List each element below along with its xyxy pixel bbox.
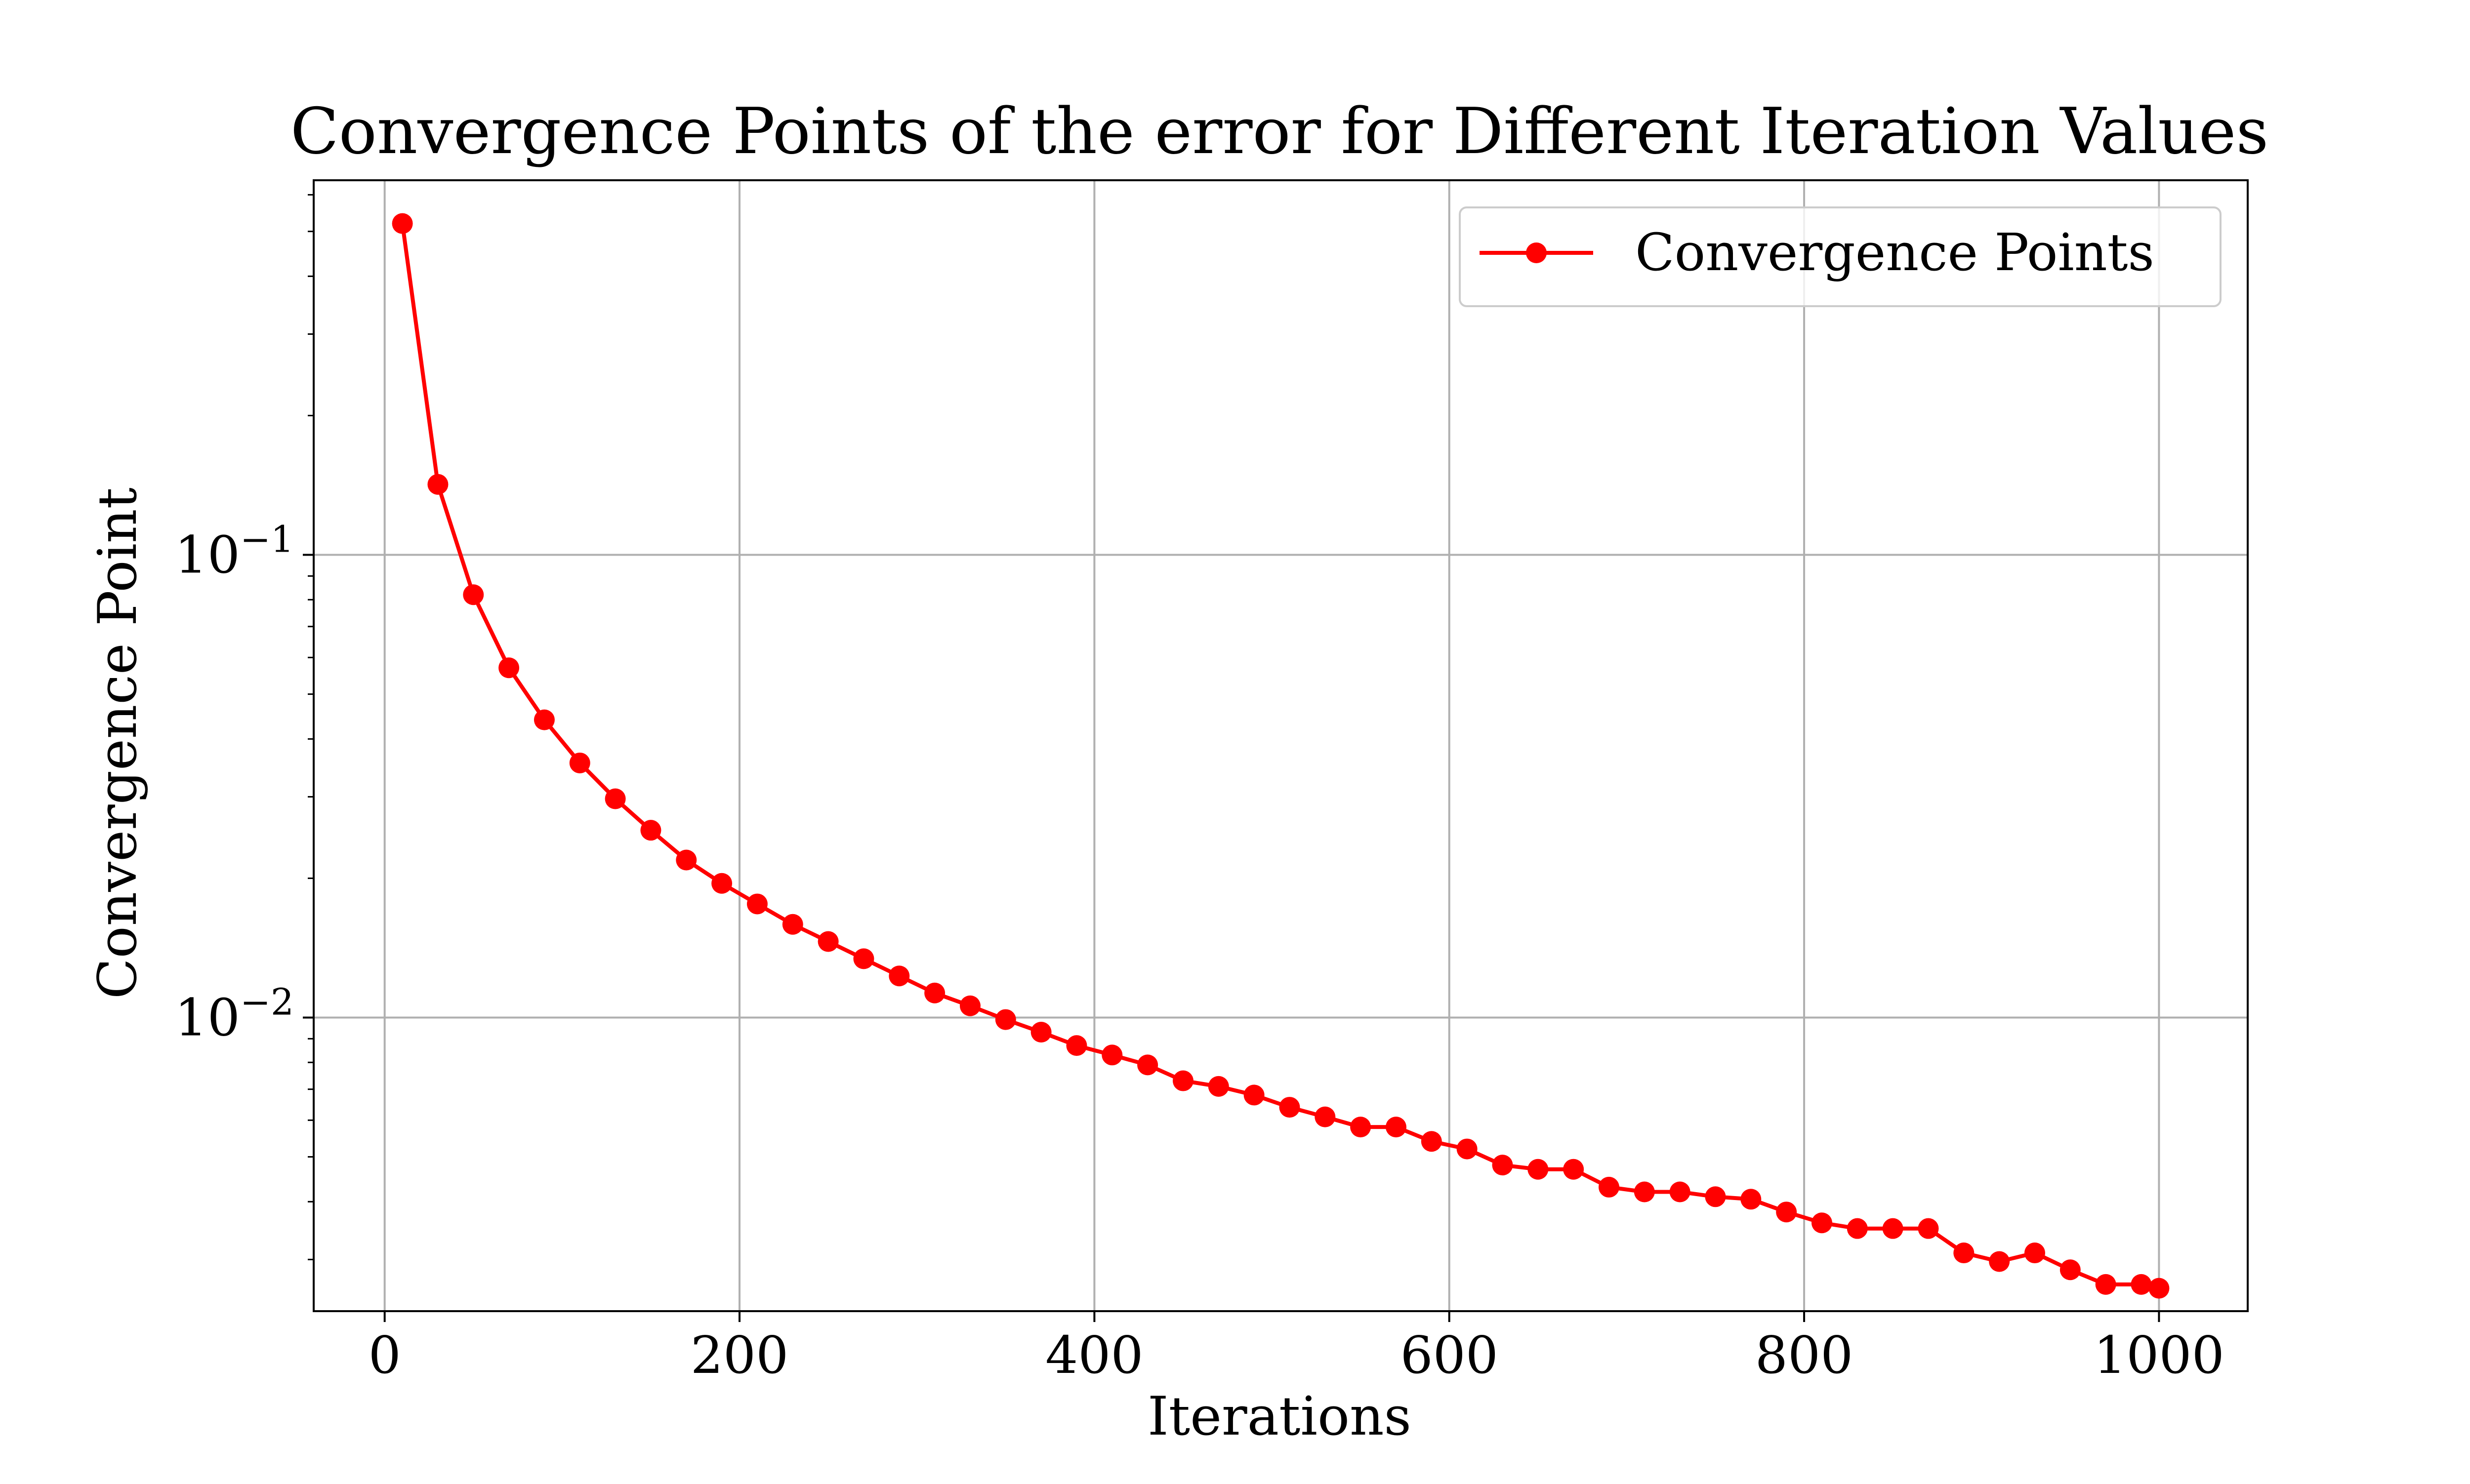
data-point bbox=[534, 709, 555, 730]
data-point bbox=[1776, 1202, 1797, 1223]
y-axis-label: Convergence Point bbox=[87, 487, 149, 999]
plot-area-frame bbox=[313, 179, 2249, 1312]
data-point bbox=[1315, 1106, 1336, 1127]
y-axis-ticks: 10−1 10−2 bbox=[175, 194, 314, 1260]
data-point bbox=[605, 788, 626, 809]
x-tick-label: 200 bbox=[691, 1325, 789, 1385]
data-point bbox=[1705, 1186, 1726, 1207]
x-tick-label: 600 bbox=[1400, 1325, 1498, 1385]
series-convergence-points bbox=[392, 213, 2170, 1299]
data-point bbox=[1421, 1131, 1442, 1152]
data-point bbox=[1279, 1097, 1300, 1118]
x-tick-label: 1000 bbox=[2094, 1325, 2224, 1385]
data-point bbox=[1989, 1251, 2010, 1272]
data-point bbox=[1882, 1218, 1903, 1239]
data-point bbox=[2024, 1243, 2045, 1264]
data-point bbox=[1350, 1117, 1371, 1138]
data-point bbox=[676, 849, 697, 871]
data-point bbox=[1030, 1022, 1052, 1043]
data-point bbox=[2095, 1274, 2116, 1295]
data-point bbox=[1208, 1076, 1229, 1097]
data-point bbox=[569, 752, 590, 773]
data-point bbox=[1243, 1084, 1265, 1106]
x-tick-label: 0 bbox=[369, 1325, 401, 1385]
legend-label-convergence-points: Convergence Points bbox=[1635, 222, 2154, 282]
grid-lines bbox=[314, 180, 2248, 1311]
data-point bbox=[782, 914, 803, 935]
data-point bbox=[498, 657, 520, 679]
y-tick-label: 10−1 bbox=[175, 519, 294, 585]
data-point bbox=[711, 873, 733, 894]
data-point bbox=[853, 948, 874, 969]
x-axis-label: Iterations bbox=[1148, 1386, 1411, 1447]
data-point bbox=[1172, 1070, 1194, 1091]
data-point bbox=[1385, 1117, 1406, 1138]
data-point bbox=[463, 584, 484, 605]
series-line bbox=[400, 223, 2160, 1290]
data-point bbox=[924, 982, 946, 1003]
data-point bbox=[818, 931, 839, 952]
data-point bbox=[1634, 1181, 1655, 1203]
data-point bbox=[746, 893, 768, 915]
data-point bbox=[995, 1009, 1016, 1030]
data-point bbox=[392, 213, 413, 234]
data-point bbox=[427, 474, 449, 495]
data-point bbox=[1137, 1054, 1158, 1076]
data-point bbox=[1563, 1159, 1584, 1180]
legend-box bbox=[1459, 206, 2222, 307]
data-point bbox=[2131, 1274, 2152, 1295]
data-point bbox=[1669, 1181, 1690, 1203]
data-point bbox=[1456, 1138, 1478, 1160]
data-point bbox=[1847, 1218, 1868, 1239]
data-point bbox=[1598, 1176, 1619, 1198]
data-point bbox=[1918, 1218, 1939, 1239]
data-point bbox=[2148, 1278, 2170, 1299]
data-point bbox=[640, 820, 661, 841]
data-point bbox=[2059, 1259, 2081, 1281]
data-point bbox=[1953, 1243, 1975, 1264]
data-point bbox=[1066, 1035, 1087, 1056]
data-point bbox=[1102, 1044, 1123, 1066]
data-point bbox=[1740, 1189, 1762, 1210]
x-axis-ticks: 0 200 400 600 800 1000 bbox=[369, 1311, 2224, 1385]
data-point bbox=[889, 965, 910, 987]
legend: Convergence Points bbox=[1459, 206, 2222, 307]
data-point bbox=[959, 995, 981, 1016]
chart-title: Convergence Points of the error for Diff… bbox=[290, 95, 2268, 168]
legend-marker bbox=[1526, 242, 1547, 263]
y-tick-label: 10−2 bbox=[175, 981, 294, 1047]
data-point bbox=[1527, 1159, 1549, 1180]
x-tick-label: 800 bbox=[1755, 1325, 1853, 1385]
data-point bbox=[1811, 1212, 1832, 1234]
x-tick-label: 400 bbox=[1045, 1325, 1144, 1385]
data-point bbox=[1492, 1155, 1513, 1176]
